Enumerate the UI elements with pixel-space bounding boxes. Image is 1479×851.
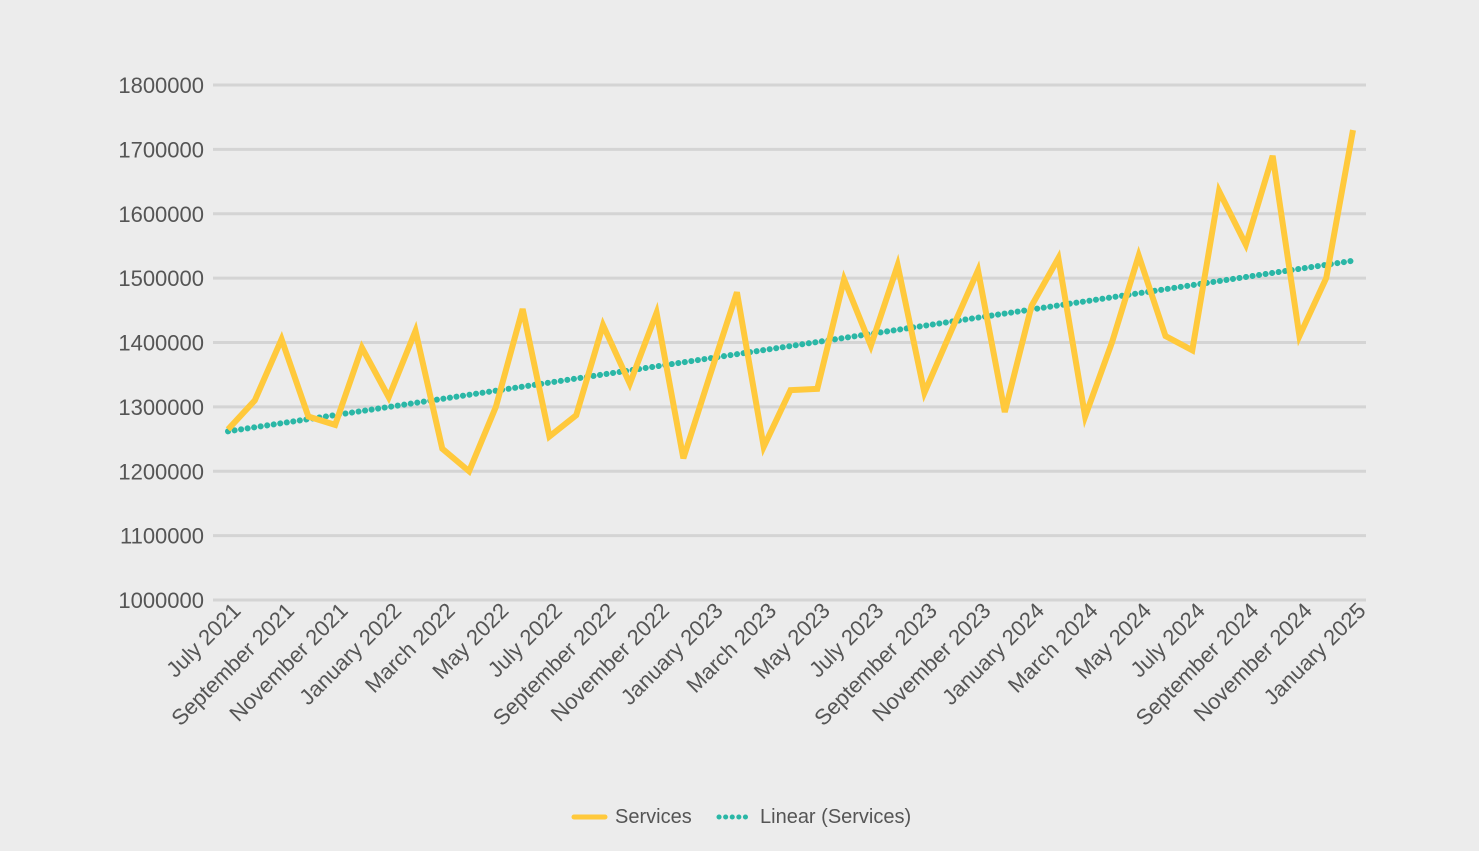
y-tick-label: 1400000 bbox=[118, 331, 204, 356]
legend-linear-label: Linear (Services) bbox=[760, 806, 911, 828]
legend: Services Linear (Services) bbox=[571, 806, 911, 828]
trendline-group bbox=[225, 257, 1356, 435]
y-tick-label: 1800000 bbox=[118, 73, 204, 98]
services-line bbox=[225, 129, 1356, 477]
y-tick-label: 1500000 bbox=[118, 266, 204, 291]
series-group bbox=[225, 129, 1356, 477]
y-tick-label: 1000000 bbox=[118, 588, 204, 613]
linear-services-trendline bbox=[225, 257, 1356, 435]
y-axis: 1000000 1100000 1200000 1300000 1400000 15000… bbox=[118, 73, 204, 613]
y-tick-label: 1100000 bbox=[120, 524, 204, 549]
legend-services-label: Services bbox=[615, 806, 692, 828]
y-tick-label: 1600000 bbox=[118, 202, 204, 227]
y-tick-label: 1300000 bbox=[118, 395, 204, 420]
y-tick-label: 1700000 bbox=[118, 137, 204, 162]
y-tick-label: 1200000 bbox=[118, 459, 204, 484]
